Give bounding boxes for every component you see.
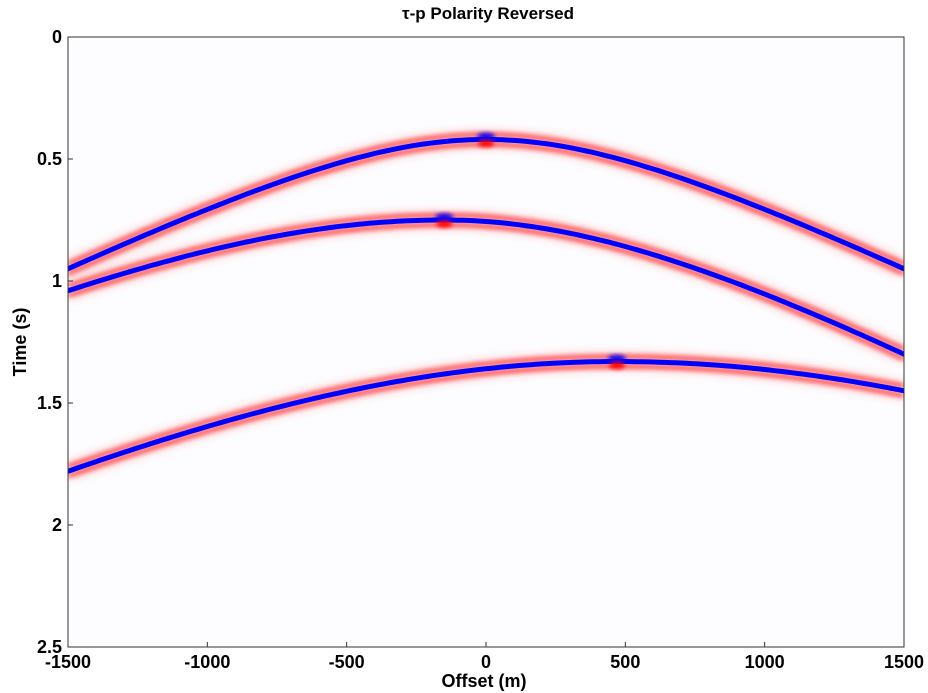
event-lobe-upper — [68, 354, 904, 469]
y-axis-title: Time (s) — [10, 308, 30, 377]
apex-negative-spot — [435, 213, 454, 221]
x-tick-label: 1000 — [745, 652, 785, 672]
event-lobe-upper — [68, 212, 904, 352]
apex-negative-spot — [607, 355, 626, 363]
y-tick-label: 0 — [52, 27, 62, 47]
y-tick-label: 1 — [52, 271, 62, 291]
y-axis: 0 0.5 1 1.5 2 2.5 — [37, 27, 73, 657]
apex-negative-spot — [477, 132, 495, 140]
chart-title: τ-p Polarity Reversed — [402, 4, 574, 23]
event-lobe-lower — [68, 364, 904, 479]
x-tick-label: 500 — [610, 652, 640, 672]
x-axis-title: Offset (m) — [442, 671, 527, 691]
x-axis: -1500 -1000 -500 0 500 1000 1500 — [45, 642, 924, 672]
plot-area — [68, 37, 904, 647]
x-tick-label: -1000 — [184, 652, 230, 672]
event-trace — [68, 217, 904, 357]
y-tick-label: 2 — [52, 515, 62, 535]
apex-positive-spot — [478, 139, 494, 147]
x-tick-label: 1500 — [884, 652, 924, 672]
apex-positive-spot — [436, 220, 453, 228]
x-tick-label: -1500 — [45, 652, 91, 672]
event-trace — [68, 359, 904, 474]
apex-positive-spot — [608, 362, 625, 370]
seismic-events — [68, 130, 904, 480]
x-tick-label: -500 — [329, 652, 365, 672]
y-tick-label: 1.5 — [37, 393, 62, 413]
event-lobe-lower — [68, 222, 904, 362]
x-tick-label: 0 — [481, 652, 491, 672]
y-tick-label: 0.5 — [37, 149, 62, 169]
y-tick-label: 2.5 — [37, 637, 62, 657]
